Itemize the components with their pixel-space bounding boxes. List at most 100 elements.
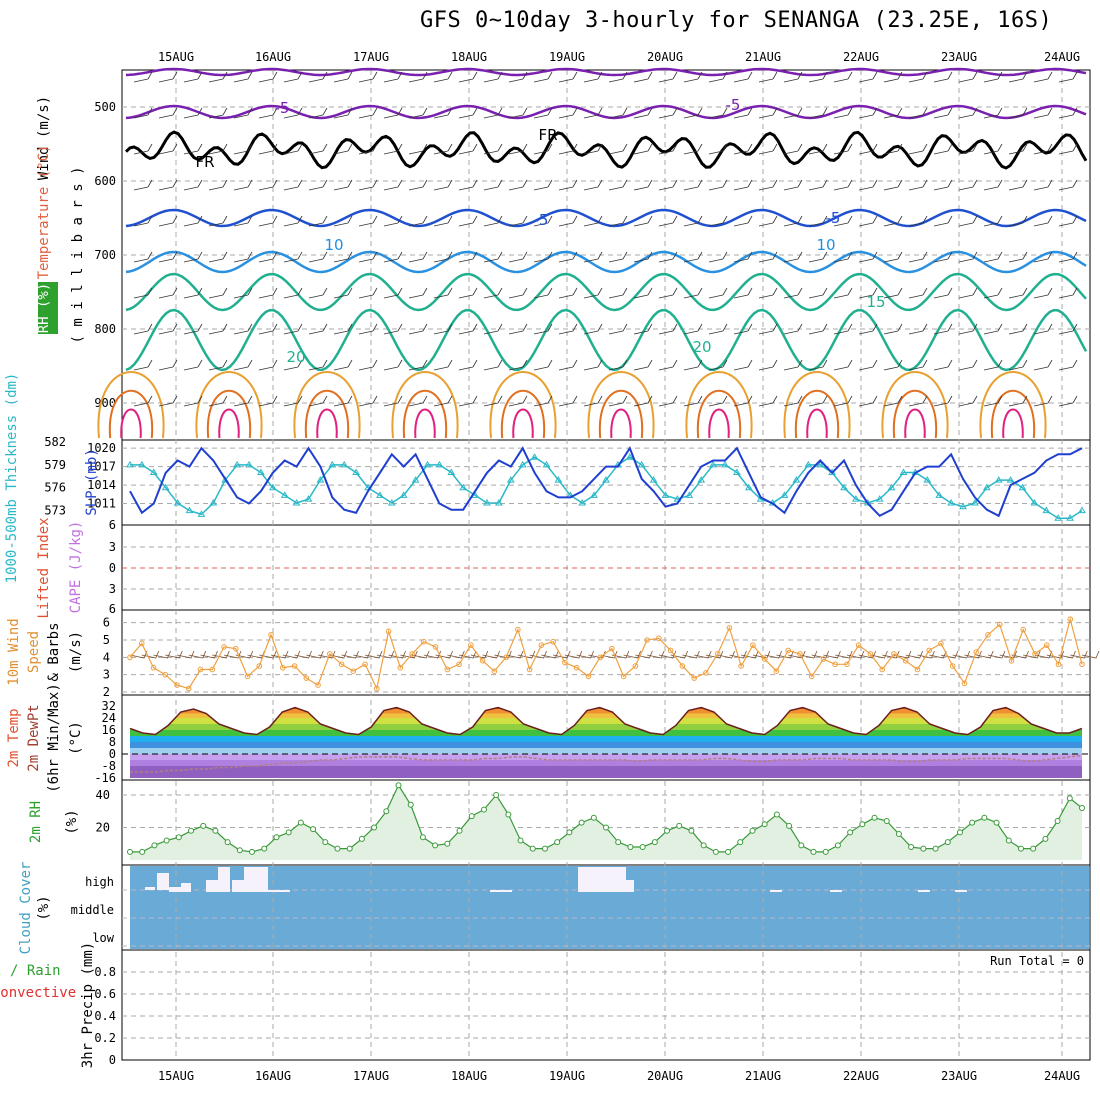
wind-barb <box>458 287 478 299</box>
wind-tick-label: 3 <box>103 668 110 682</box>
temp-tick-label: 16 <box>102 723 116 737</box>
wind-barb <box>258 107 278 119</box>
thickness-point <box>875 495 884 502</box>
wind-barb <box>433 143 453 155</box>
cloud-level-label: low <box>92 931 114 945</box>
wind-barb <box>558 251 578 263</box>
warm-contour <box>1002 408 1024 439</box>
warm-contour <box>892 389 938 439</box>
surface-wind-barb <box>576 650 594 659</box>
wind-speed-point <box>562 659 568 666</box>
wind-barb <box>733 107 753 119</box>
wind-speed-point <box>127 654 133 661</box>
wind-barb <box>133 251 153 263</box>
wind-barb <box>708 395 728 407</box>
temperature-band <box>130 754 1082 760</box>
wind-barb <box>908 215 928 227</box>
rh-point <box>334 845 341 852</box>
surface-wind-barb <box>153 650 171 659</box>
wind-tick-label: 2 <box>103 685 110 699</box>
thickness-point <box>1030 498 1039 506</box>
surface-wind-barb <box>1081 650 1100 659</box>
thickness-point <box>542 460 551 468</box>
wind-barb <box>583 323 603 335</box>
thickness-point <box>292 498 301 506</box>
thickness-point <box>792 476 801 483</box>
wind-barb <box>958 143 978 155</box>
wind-barb <box>608 287 628 299</box>
precip-tick-label: 0.6 <box>94 987 116 1001</box>
wind-barb <box>758 179 778 191</box>
rh-point <box>627 844 634 850</box>
thickness-point <box>816 460 825 468</box>
precip-panel <box>121 949 1091 1061</box>
surface-wind-barb <box>1070 650 1088 659</box>
surface-wind-barb <box>165 650 183 659</box>
wind-barb <box>408 215 428 227</box>
wind-barb <box>858 143 878 155</box>
wind-barb <box>583 215 603 227</box>
wind-barb <box>458 215 478 227</box>
wind-barb <box>533 71 553 83</box>
surface-wind-barb <box>176 650 195 659</box>
wind-barb <box>683 323 703 335</box>
temperature-band <box>130 730 1082 736</box>
wind-barb <box>308 395 328 407</box>
wind-barb <box>458 71 478 83</box>
wind-barb <box>883 107 903 119</box>
wind-barb <box>783 251 803 263</box>
rh-point <box>773 811 780 818</box>
surface-wind-barb <box>341 650 359 659</box>
rh-point <box>956 829 963 836</box>
wind-barb <box>383 71 403 83</box>
wind-barb <box>283 287 303 299</box>
wind-barb <box>958 287 978 299</box>
surface-wind-barb <box>952 650 971 659</box>
wind-speed-point <box>1020 626 1027 633</box>
rh-point <box>261 845 268 852</box>
bottom-date-label: 17AUG <box>353 1069 389 1083</box>
wind-speed-point <box>938 640 944 647</box>
thickness-point <box>423 460 432 468</box>
wind-barb <box>183 143 203 155</box>
wind-barb <box>883 251 903 263</box>
high-cloud-block <box>830 890 842 892</box>
wind-barb <box>633 107 653 119</box>
wind-barb <box>683 143 703 155</box>
precip-total-label: Total / Rain <box>0 963 61 979</box>
temperature-band <box>130 736 1082 742</box>
wind-barb <box>983 287 1003 299</box>
wind-barb <box>358 215 378 227</box>
thickness-point <box>518 460 527 468</box>
wind-barb <box>708 287 728 299</box>
wind-speed-point <box>679 663 686 669</box>
wind-barb <box>583 143 603 155</box>
wind-barb <box>433 215 453 227</box>
wind-barb <box>233 107 253 119</box>
wind-barb <box>683 251 703 263</box>
rh-point <box>834 842 841 849</box>
wind-barb <box>483 215 503 227</box>
wind-speed-point <box>632 663 639 669</box>
wind-speed-point <box>761 656 768 662</box>
top-date-label: 20AUG <box>647 50 683 64</box>
wind-barb <box>633 395 653 407</box>
contour-label: 15 <box>866 293 885 311</box>
surface-wind-barb <box>976 650 994 659</box>
wind-barb <box>758 215 778 227</box>
wind-barb <box>483 179 503 191</box>
wind-barb <box>933 215 953 227</box>
wind-barb <box>483 71 503 83</box>
wind-barb <box>483 143 503 155</box>
wind-barb <box>1008 107 1028 119</box>
wind-barb <box>308 359 328 371</box>
top-date-label: 21AUG <box>745 50 781 64</box>
warm-contour <box>696 389 742 439</box>
surface-wind-barb <box>717 650 736 659</box>
rh-point <box>993 819 1000 826</box>
rh-point <box>151 842 158 849</box>
wind-speed-point <box>949 663 956 669</box>
thickness-point <box>268 483 277 491</box>
wind-barb <box>808 251 828 263</box>
